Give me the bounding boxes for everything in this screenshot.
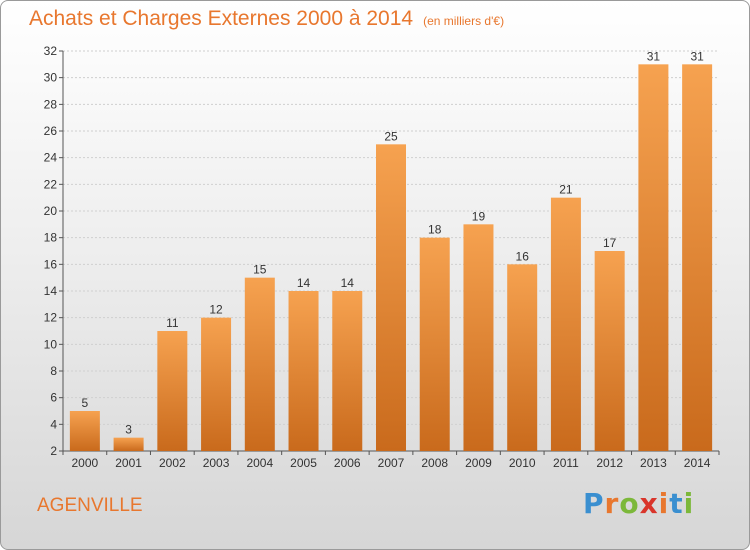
chart-title-text: Achats et Charges Externes 2000 à 2014 <box>29 7 414 30</box>
x-tick-label-2014: 2014 <box>684 456 711 470</box>
y-tick-label: 14 <box>44 284 58 298</box>
y-tick-label: 26 <box>44 124 58 138</box>
x-tick-label-2001: 2001 <box>115 456 142 470</box>
y-tick-label: 2 <box>50 444 57 458</box>
y-tick-label: 8 <box>50 364 57 378</box>
data-label-2005: 14 <box>297 276 311 290</box>
y-tick-label: 28 <box>44 97 58 111</box>
data-label-2003: 12 <box>209 303 223 317</box>
y-tick-label: 10 <box>44 337 58 351</box>
x-tick-label-2013: 2013 <box>640 456 667 470</box>
bar-2002 <box>157 331 188 451</box>
y-tick-label: 22 <box>44 177 58 191</box>
data-label-2012: 17 <box>603 236 617 250</box>
y-tick-label: 18 <box>44 231 58 245</box>
y-tick-label: 30 <box>44 71 58 85</box>
y-tick-label: 16 <box>44 257 58 271</box>
logo-letter: x <box>639 487 659 520</box>
bar-2005 <box>288 291 319 451</box>
x-tick-label-2011: 2011 <box>553 456 579 470</box>
bar-2001 <box>113 437 144 451</box>
chart-unit: (en milliers d'€) <box>423 14 505 28</box>
logo-letter: i <box>658 487 670 520</box>
data-label-2007: 25 <box>384 129 398 143</box>
logo-letter: r <box>604 487 620 520</box>
data-label-2010: 16 <box>516 249 530 263</box>
x-tick-label-2003: 2003 <box>203 456 230 470</box>
bar-2006 <box>332 291 363 451</box>
bar-2000 <box>69 411 100 451</box>
x-tick-label-2005: 2005 <box>290 456 317 470</box>
logo-letter: i <box>683 487 695 520</box>
logo-letter: o <box>619 487 640 520</box>
x-tick-label-2004: 2004 <box>246 456 273 470</box>
data-label-2002: 11 <box>166 316 179 330</box>
x-tick-label-2007: 2007 <box>378 456 405 470</box>
bar-2009 <box>463 224 494 451</box>
data-label-2001: 3 <box>125 423 132 437</box>
data-label-2014: 31 <box>690 49 704 63</box>
y-tick-label: 6 <box>50 391 57 405</box>
x-tick-label-2009: 2009 <box>465 456 492 470</box>
logo-letter: P <box>583 487 605 520</box>
bar-2007 <box>376 144 406 452</box>
bar-2004 <box>244 277 275 451</box>
bars <box>69 64 713 452</box>
x-tick-label-2010: 2010 <box>509 456 536 470</box>
chart-title: Achats et Charges Externes 2000 à 2014 (e… <box>29 7 504 31</box>
bar-2008 <box>419 237 450 451</box>
logo-letter: t <box>669 487 684 520</box>
town-name: AGENVILLE <box>37 495 143 516</box>
proxiti-logo[interactable]: Proxiti <box>583 487 694 520</box>
x-tick-label-2002: 2002 <box>159 456 186 470</box>
bar-2003 <box>201 317 232 451</box>
bar-2014 <box>682 64 713 452</box>
data-label-2013: 31 <box>647 49 661 63</box>
data-label-2006: 14 <box>341 276 355 290</box>
x-tick-label-2000: 2000 <box>72 456 99 470</box>
y-tick-label: 20 <box>44 204 58 218</box>
data-label-2008: 18 <box>428 223 442 237</box>
y-tick-label: 32 <box>44 44 58 58</box>
data-label-2009: 19 <box>472 209 486 223</box>
bar-2013 <box>638 64 669 452</box>
y-tick-label: 12 <box>44 311 58 325</box>
x-tick-label-2012: 2012 <box>596 456 623 470</box>
bar-2011 <box>550 197 581 451</box>
data-label-2000: 5 <box>82 396 89 410</box>
y-tick-label: 4 <box>50 417 57 431</box>
y-tick-label: 24 <box>44 151 58 165</box>
data-label-2004: 15 <box>253 263 267 277</box>
x-tick-label-2008: 2008 <box>421 456 448 470</box>
x-tick-label-2006: 2006 <box>334 456 361 470</box>
labels: 2468101214161820222426283032200052001320… <box>44 44 711 470</box>
bar-2010 <box>507 264 538 451</box>
data-label-2011: 21 <box>559 183 573 197</box>
bar-2012 <box>594 251 625 451</box>
